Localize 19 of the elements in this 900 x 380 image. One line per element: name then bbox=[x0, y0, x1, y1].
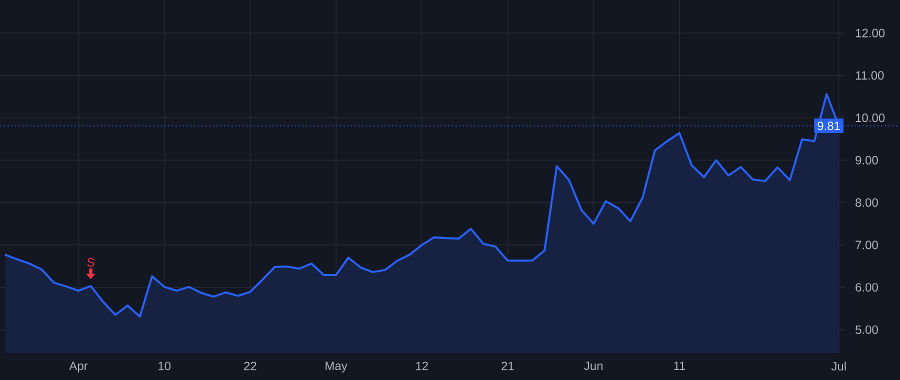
x-tick-label: 21 bbox=[502, 362, 514, 370]
ref-line-label: 9.81 bbox=[818, 122, 840, 130]
x-tick-label: 10 bbox=[158, 362, 171, 370]
x-tick-label: Jul bbox=[831, 362, 846, 371]
y-tick-label: 11.00 bbox=[856, 71, 884, 80]
y-tick-label: 6.00 bbox=[856, 283, 878, 292]
x-tick-label: 22 bbox=[244, 362, 256, 370]
y-tick-label: 12.00 bbox=[856, 28, 885, 38]
y-tick-label: 5.00 bbox=[856, 325, 878, 334]
x-tick-label: 12 bbox=[416, 362, 428, 370]
x-tick-label: Apr bbox=[69, 362, 88, 372]
y-tick-label: 10.00 bbox=[856, 114, 885, 122]
x-tick-label: Jun bbox=[584, 362, 602, 370]
annotation: S bbox=[87, 258, 94, 267]
y-tick-label: 8.00 bbox=[856, 198, 878, 207]
x-tick-label: 11 bbox=[674, 362, 686, 370]
x-tick-label: May bbox=[326, 362, 348, 372]
y-tick-label: 9.00 bbox=[856, 156, 878, 164]
y-tick-label: 7.00 bbox=[856, 240, 878, 250]
